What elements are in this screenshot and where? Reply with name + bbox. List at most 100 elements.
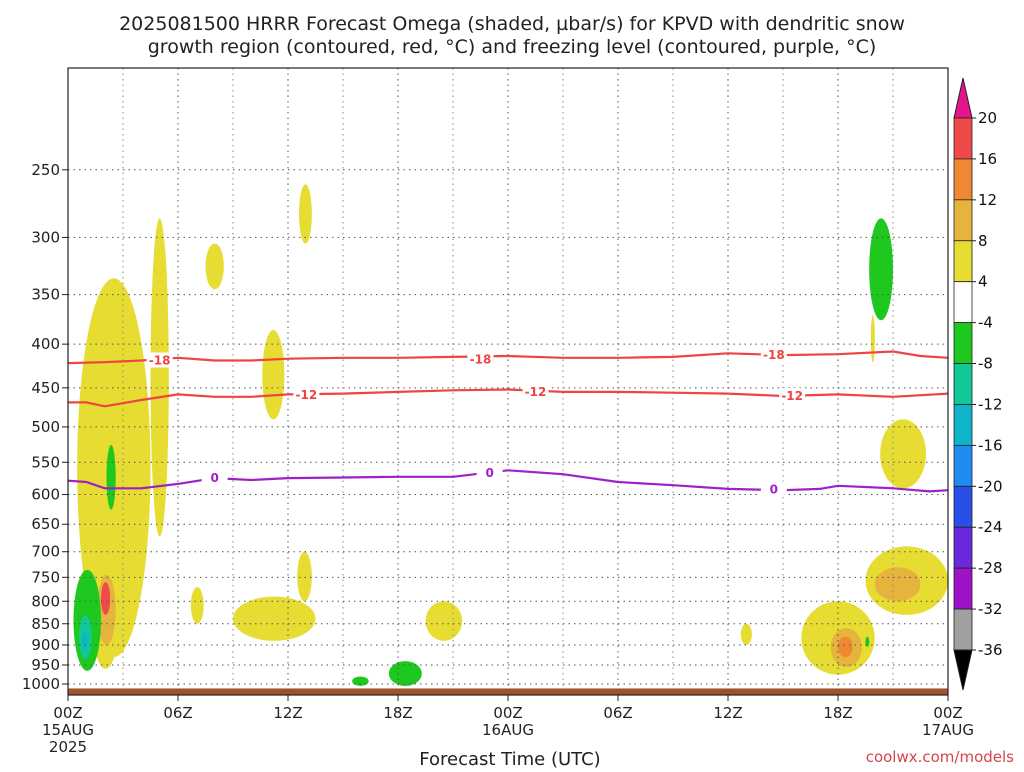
omega-region-1 xyxy=(150,218,169,537)
colorbar-label-11: -28 xyxy=(978,559,1003,577)
colorbar-label-5: -4 xyxy=(978,314,993,332)
y-tick-label-850: 850 xyxy=(31,615,60,633)
contour-layer: -18 -18 -18 -12 -12 -12 0 0 0 xyxy=(67,347,949,497)
omega-region-27 xyxy=(865,636,870,648)
y-tick-label-350: 350 xyxy=(31,286,60,304)
y-tick-label-900: 900 xyxy=(31,636,60,654)
y-tick-label-750: 750 xyxy=(31,568,60,586)
omega-region-19 xyxy=(870,315,875,363)
contour-label-bg-2-1 xyxy=(476,464,503,480)
y-tick-label-950: 950 xyxy=(31,656,60,674)
y-tick-label-500: 500 xyxy=(31,418,60,436)
omega-region-18 xyxy=(880,419,926,489)
y-tick-label-1000: 1000 xyxy=(22,675,60,693)
colorbar-bin-10 xyxy=(953,485,973,528)
omega-region-26 xyxy=(869,218,893,321)
colorbar-label-13: -36 xyxy=(978,641,1003,659)
colorbar-bin-3 xyxy=(953,199,973,242)
contour-label-bg-0-0 xyxy=(146,352,173,368)
omega-region-23 xyxy=(81,632,88,650)
colorbar-label-1: 16 xyxy=(978,150,997,168)
contour-label-bg-0-1 xyxy=(467,351,494,367)
x-tick-label-4: 00Z xyxy=(493,704,522,722)
colorbar-bin-2 xyxy=(953,158,973,201)
omega-region-17 xyxy=(874,567,921,602)
contour-label-2-0: 0 xyxy=(210,471,218,485)
contour-label-2-2: 0 xyxy=(770,483,778,497)
omega-region-7 xyxy=(101,582,111,615)
colorbar-bin-8 xyxy=(953,404,973,446)
contour-label-bg-1-0 xyxy=(293,387,320,403)
colorbar-label-0: 20 xyxy=(978,109,997,127)
omega-region-4 xyxy=(262,329,285,420)
omega-region-24 xyxy=(352,676,369,686)
y-tick-label-600: 600 xyxy=(31,486,60,504)
contour-label-2-1: 0 xyxy=(485,466,493,480)
x-tick-label-8: 00Z xyxy=(933,704,962,722)
omega-region-11 xyxy=(425,601,463,641)
contour-line-0 xyxy=(67,350,949,365)
chart-title-line2: growth region (contoured, red, °C) and f… xyxy=(148,36,877,58)
omega-region-15 xyxy=(838,636,853,658)
x-tick-date-8: 17AUG xyxy=(922,721,974,739)
colorbar-bin-9 xyxy=(953,444,973,487)
colorbar-label-9: -20 xyxy=(978,477,1003,495)
y-tick-label-250: 250 xyxy=(31,161,60,179)
colorbar-bottom-arrow xyxy=(953,649,973,691)
contour-label-bg-1-2 xyxy=(779,387,806,403)
x-tick-label-7: 18Z xyxy=(823,704,852,722)
omega-region-12 xyxy=(740,623,752,645)
colorbar-label-8: -16 xyxy=(978,436,1003,454)
omega-region-20 xyxy=(106,445,116,510)
x-tick-date-4: 16AUG xyxy=(482,721,534,739)
colorbar-bin-11 xyxy=(953,526,973,569)
colorbar-bin-12 xyxy=(953,567,973,610)
contour-label-bg-2-2 xyxy=(760,481,787,497)
x-tick-date-0: 15AUG xyxy=(42,721,94,739)
x-tick-label-2: 12Z xyxy=(273,704,302,722)
y-axis: 250 300 350 400 450 500 550 600 650 700 750 800 850 9… xyxy=(22,161,68,693)
y-tick-label-400: 400 xyxy=(31,335,60,353)
grid-lines xyxy=(68,68,948,695)
colorbar: 20 16 12 8 4 -4 -8 -12 -16 -20 -24 -28 -32 -36 xyxy=(953,77,1003,691)
colorbar-label-10: -24 xyxy=(978,518,1003,536)
colorbar-label-2: 12 xyxy=(978,191,997,209)
y-tick-label-450: 450 xyxy=(31,379,60,397)
colorbar-label-12: -32 xyxy=(978,600,1003,618)
contour-label-1-2: -12 xyxy=(781,389,803,403)
colorbar-bin-6 xyxy=(953,322,973,364)
contour-label-0-2: -18 xyxy=(763,348,785,362)
y-tick-label-550: 550 xyxy=(31,453,60,471)
omega-region-3 xyxy=(299,184,312,244)
contour-label-1-0: -12 xyxy=(295,388,317,402)
y-tick-label-700: 700 xyxy=(31,543,60,561)
y-tick-label-650: 650 xyxy=(31,515,60,533)
x-axis-label: Forecast Time (UTC) xyxy=(419,749,600,768)
colorbar-bin-4 xyxy=(953,240,973,283)
chart-title-line1: 2025081500 HRRR Forecast Omega (shaded, … xyxy=(119,13,905,35)
x-tick-label-1: 06Z xyxy=(163,704,192,722)
contour-label-0-1: -18 xyxy=(470,353,492,367)
y-tick-label-300: 300 xyxy=(31,228,60,246)
x-tick-label-0: 00Z xyxy=(53,704,82,722)
colorbar-bin-13 xyxy=(953,608,973,651)
colorbar-label-3: 8 xyxy=(978,232,988,250)
contour-label-1-1: -12 xyxy=(525,385,547,399)
omega-region-8 xyxy=(190,587,204,624)
omega-region-9 xyxy=(233,596,316,641)
omega-region-2 xyxy=(205,243,224,290)
contour-label-bg-1-1 xyxy=(522,383,549,399)
colorbar-bin-5 xyxy=(953,281,973,324)
terrain-strip xyxy=(68,688,948,695)
omega-region-25 xyxy=(388,661,422,686)
colorbar-label-7: -12 xyxy=(978,395,1003,413)
contour-label-bg-2-0 xyxy=(201,470,228,486)
colorbar-bin-7 xyxy=(953,363,973,405)
y-tick-label-800: 800 xyxy=(31,592,60,610)
colorbar-label-4: 4 xyxy=(978,273,988,291)
credit-link[interactable]: coolwx.com/models xyxy=(866,748,1014,766)
contour-line-1 xyxy=(68,388,949,408)
contour-label-bg-0-2 xyxy=(760,347,787,363)
